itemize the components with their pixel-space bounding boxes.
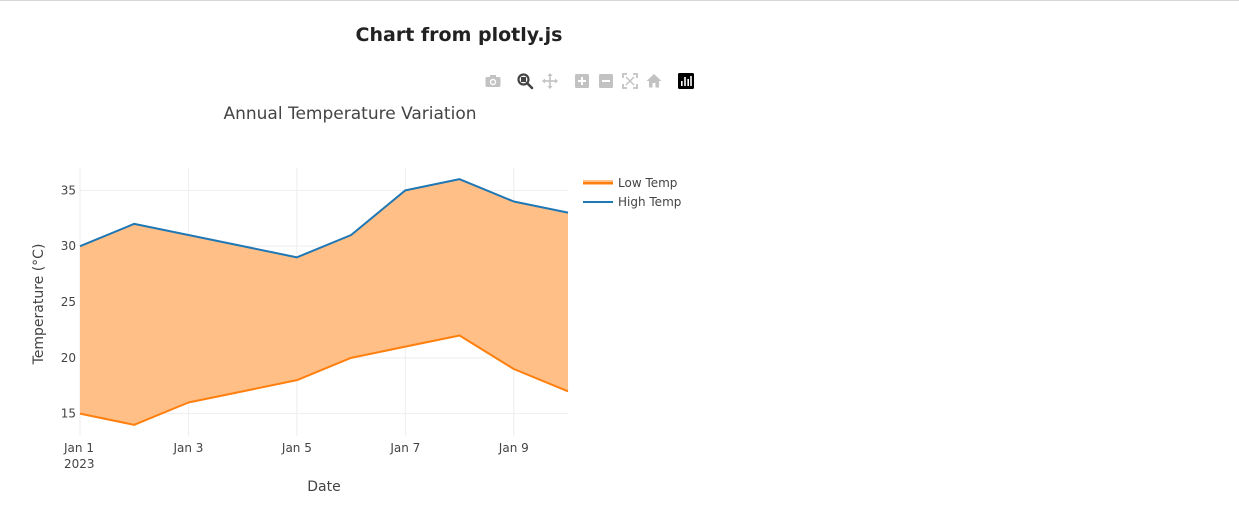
fill-area bbox=[80, 179, 568, 425]
y-tick-label: 35 bbox=[61, 183, 76, 197]
x-tick-label: Jan 7 bbox=[389, 441, 420, 455]
y-axis-ticks: 15 20 25 30 35 bbox=[61, 183, 76, 420]
y-tick-label: 25 bbox=[61, 295, 76, 309]
top-divider bbox=[0, 0, 1239, 1]
camera-icon[interactable] bbox=[484, 72, 502, 90]
page-heading: Chart from plotly.js bbox=[355, 24, 563, 46]
series-lines bbox=[79, 178, 569, 426]
y-tick-label: 20 bbox=[61, 351, 76, 365]
autoscale-icon[interactable] bbox=[621, 72, 639, 90]
zoom-icon[interactable] bbox=[516, 72, 534, 90]
x-tick-label: Jan 5 bbox=[281, 441, 312, 455]
legend-item[interactable]: Low Temp bbox=[583, 176, 677, 190]
zoom-out-icon[interactable] bbox=[597, 72, 615, 90]
legend-item[interactable]: High Temp bbox=[583, 195, 681, 209]
y-tick-label: 30 bbox=[61, 239, 76, 253]
legend-label: High Temp bbox=[618, 195, 681, 209]
x-axis-title: Date bbox=[307, 479, 340, 495]
x-tick-label: Jan 1 bbox=[63, 441, 94, 455]
temperature-range-fill bbox=[80, 179, 568, 425]
chart-title: Annual Temperature Variation bbox=[223, 104, 476, 124]
legend-label: Low Temp bbox=[618, 176, 677, 190]
pan-icon[interactable] bbox=[541, 72, 559, 90]
x-axis-ticks: Jan 1 Jan 3 Jan 5 Jan 7 Jan 9 2023 bbox=[63, 441, 529, 471]
plotly-logo-icon[interactable] bbox=[677, 72, 695, 90]
x-tick-label: Jan 3 bbox=[172, 441, 203, 455]
reset-axes-icon[interactable] bbox=[645, 72, 663, 90]
y-tick-label: 15 bbox=[61, 407, 76, 421]
x-tick-year-label: 2023 bbox=[64, 457, 95, 471]
y-axis-title: Temperature (°C) bbox=[31, 244, 47, 366]
legend[interactable]: Low Temp High Temp bbox=[583, 176, 681, 209]
x-tick-label: Jan 9 bbox=[498, 441, 529, 455]
high-temp-line bbox=[79, 178, 569, 259]
low-temp-line bbox=[79, 334, 569, 426]
zoom-in-icon[interactable] bbox=[573, 72, 591, 90]
